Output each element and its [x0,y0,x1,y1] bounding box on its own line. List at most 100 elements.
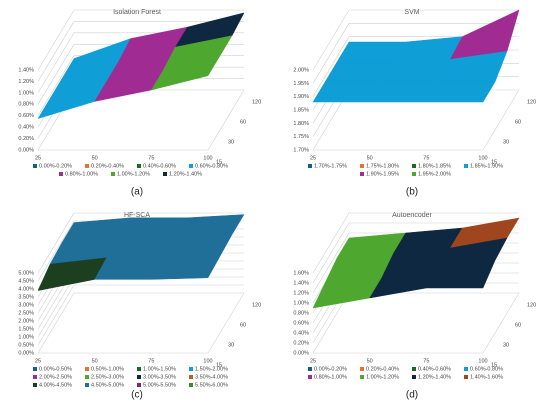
legend-label: 0.80%-1.00% [65,171,98,177]
legend-swatch [360,172,364,176]
grid-line [37,220,75,282]
x-tick-label: 25 [35,358,41,364]
x-tick-label: 50 [367,155,373,161]
axis-line [207,292,245,354]
x-tick-label: 50 [92,358,98,364]
x-tick-label: 100 [203,358,212,364]
legend-swatch [189,164,193,168]
z-tick-label: 1.70% [293,147,309,153]
depth-tick-label: 60 [240,119,246,125]
z-tick-label: 1.20% [18,79,34,85]
legend-swatch [412,375,416,379]
z-tick-label: 0.00% [18,350,34,356]
grid-line [37,276,75,338]
legend-swatch [189,383,193,387]
legend-swatch [189,367,193,371]
depth-tick-label: 15 [491,159,497,165]
grid-line [312,23,350,84]
surface-patch [312,277,383,309]
legend-swatch [360,164,364,168]
z-tick-label: 0.80% [293,310,309,316]
caption: (a) [131,187,143,198]
legend-swatch [464,164,468,168]
depth-tick-label: 120 [252,302,261,308]
depth-tick-label: 120 [527,99,536,105]
surface-patch [449,9,520,60]
x-tick-label: 75 [423,155,429,161]
z-tick-label: 1.50% [18,326,34,332]
legend-swatch [464,367,468,371]
z-tick-label: 4.00% [18,286,34,292]
grid-line [37,292,75,354]
grid-line [312,292,350,354]
z-tick-label: 5.00% [18,270,34,276]
caption: (b) [406,187,418,198]
legend-label: 3.50%-4.00% [195,374,228,380]
chart-title: Autoencoder [392,212,432,219]
legend-swatch [308,164,312,168]
legend-label: 5.50%-6.00% [195,382,228,388]
surface-patch [425,260,496,289]
depth-tick-label: 30 [503,139,509,145]
legend-swatch [33,383,37,387]
chart-title: SVM [404,9,419,16]
legend-swatch [85,367,89,371]
legend-swatch [33,164,37,168]
z-tick-label: 1.20% [293,290,309,296]
legend-swatch [33,367,37,371]
z-tick-label: 0.00% [293,350,309,356]
legend-label: 1.20%-1.40% [169,171,202,177]
legend-label: 3.00%-3.50% [143,374,176,380]
x-tick-label: 75 [148,358,154,364]
z-tick-label: 3.00% [18,302,34,308]
legend-label: 0.40%-0.60% [418,366,451,372]
grid-line [312,222,350,284]
legend-label: 1.90%-1.95% [366,171,399,177]
legend-label: 0.40%-0.60% [143,163,176,169]
z-tick-label: 1.75% [293,134,309,140]
depth-tick-label: 60 [515,119,521,125]
grid-line [37,55,75,116]
chart-title: HF-SCA [124,212,150,219]
legend-swatch [412,367,416,371]
surface-patch [37,257,108,291]
legend-label: 4.50%-5.00% [91,382,124,388]
legend-label: 1.95%-2.00% [418,171,451,177]
x-tick-label: 100 [203,155,212,161]
grid-line [312,212,350,274]
depth-tick-label: 30 [228,342,234,348]
depth-tick-label: 120 [527,302,536,308]
legend-label: 2.50%-3.00% [91,374,124,380]
depth-tick-label: 15 [491,362,497,368]
grid-line [37,21,75,82]
legend-swatch [308,375,312,379]
z-tick-label: 1.40% [18,67,34,73]
legend-swatch [137,375,141,379]
z-tick-label: 2.50% [18,310,34,316]
legend-label: 0.60%-0.80% [470,366,503,372]
legend-swatch [189,375,193,379]
x-tick-label: 75 [148,155,154,161]
x-tick-label: 25 [310,155,316,161]
legend-swatch [85,375,89,379]
legend-label: 4.00%-4.50% [39,382,72,388]
legend-label: 1.00%-1.50% [143,366,176,372]
legend-label: 1.00%-1.20% [366,374,399,380]
legend-label: 0.00%-0.20% [39,163,72,169]
legend-label: 1.75%-1.80% [366,163,399,169]
legend-label: 1.00%-1.20% [117,171,150,177]
z-tick-label: 0.60% [18,113,34,119]
z-tick-label: 0.40% [18,125,34,131]
grid-line [37,212,75,274]
legend-swatch [59,172,63,176]
z-tick-label: 1.85% [293,107,309,113]
z-tick-label: 0.00% [18,147,34,153]
depth-tick-label: 60 [240,322,246,328]
legend-label: 2.00%-2.50% [39,374,72,380]
x-tick-label: 100 [478,358,487,364]
legend-swatch [308,367,312,371]
legend-swatch [137,164,141,168]
legend-label: 0.50%-1.00% [91,366,124,372]
depth-tick-label: 30 [228,139,234,145]
